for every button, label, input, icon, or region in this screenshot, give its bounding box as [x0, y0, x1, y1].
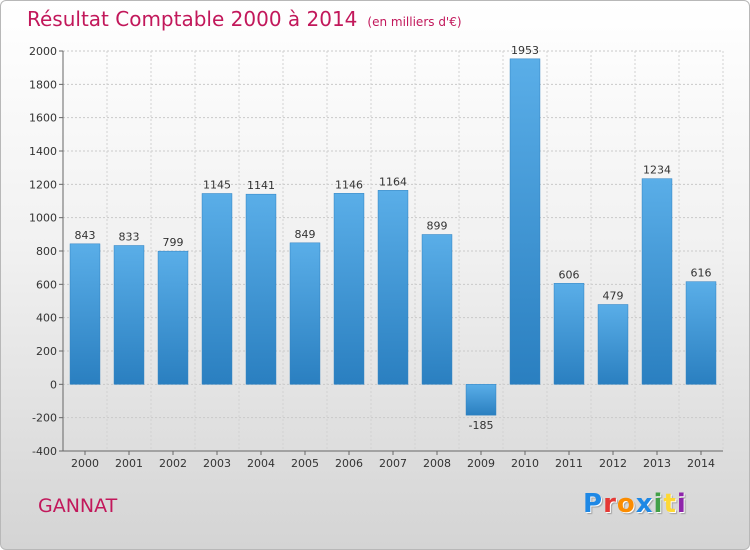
x-tick-label: 2012 — [599, 457, 627, 470]
chart-title: Résultat Comptable 2000 à 2014 — [27, 7, 358, 31]
bar-2000 — [69, 243, 101, 385]
bar-2001 — [113, 245, 145, 385]
x-tick-label: 2005 — [291, 457, 319, 470]
data-label: 1953 — [511, 44, 539, 57]
y-tick-label: 1600 — [29, 112, 57, 125]
proxiti-logo: Proxiti — [583, 489, 687, 519]
bar-2014 — [685, 281, 717, 385]
chart-title-area: Résultat Comptable 2000 à 2014 (en millie… — [27, 7, 462, 31]
bar-2007 — [377, 190, 409, 385]
x-tick-label: 2002 — [159, 457, 187, 470]
y-tick-label: 1200 — [29, 178, 57, 191]
data-label: 1145 — [203, 179, 231, 192]
logo-letter: i — [676, 489, 687, 519]
bar-2002 — [157, 250, 189, 385]
y-tick-label: 1400 — [29, 145, 57, 158]
y-tick-label: 1000 — [29, 212, 57, 225]
data-label: 1141 — [247, 179, 275, 192]
data-label: 1146 — [335, 178, 363, 191]
x-tick-label: 2000 — [71, 457, 99, 470]
bars — [69, 58, 717, 416]
data-label: 899 — [427, 220, 448, 233]
x-tick-label: 2008 — [423, 457, 451, 470]
bar-2011 — [553, 283, 585, 385]
y-tick-label: 1800 — [29, 78, 57, 91]
x-tick-label: 2011 — [555, 457, 583, 470]
logo-letter: r — [603, 489, 617, 519]
x-tick-label: 2003 — [203, 457, 231, 470]
logo-letter: o — [616, 489, 636, 519]
x-tick-label: 2004 — [247, 457, 275, 470]
y-tick-label: 2000 — [29, 45, 57, 58]
data-label: 833 — [119, 231, 140, 244]
y-tick-label: 200 — [36, 345, 57, 358]
x-tick-label: 2010 — [511, 457, 539, 470]
bar-2003 — [201, 193, 233, 385]
y-tick-label: 0 — [50, 378, 57, 391]
data-label: 1164 — [379, 175, 407, 188]
x-tick-label: 2007 — [379, 457, 407, 470]
data-label: -185 — [469, 419, 494, 432]
logo-letter: x — [635, 489, 654, 519]
x-tick-label: 2006 — [335, 457, 363, 470]
x-tick-label: 2001 — [115, 457, 143, 470]
bar-2005 — [289, 242, 321, 385]
data-label: 843 — [75, 229, 96, 242]
city-name: GANNAT — [38, 495, 118, 517]
y-tick-label: 400 — [36, 312, 57, 325]
data-label: 479 — [603, 290, 624, 303]
data-label: 849 — [295, 228, 316, 241]
x-tick-label: 2009 — [467, 457, 495, 470]
data-label: 799 — [163, 236, 184, 249]
data-label: 1234 — [643, 164, 671, 177]
bar-2012 — [597, 304, 629, 385]
axes: -400 -200 0 200 400 600 800 1000 1200 1400 1600 180… — [29, 45, 723, 458]
bar-2010 — [509, 58, 541, 385]
bar-2004 — [245, 193, 277, 385]
x-tick-label: 2014 — [687, 457, 715, 470]
logo-letter: i — [653, 489, 664, 519]
y-tick-label: 600 — [36, 278, 57, 291]
y-tick-label: 800 — [36, 245, 57, 258]
data-label: 616 — [691, 267, 712, 280]
data-label: 606 — [559, 268, 580, 281]
bar-2009 — [465, 384, 497, 416]
labels: 843 2000 833 2001 799 2002 1145 2003 1141 2004 849… — [71, 44, 715, 470]
bar-2008 — [421, 234, 453, 385]
chart-subtitle: (en milliers d'€) — [367, 15, 462, 29]
x-tick-label: 2013 — [643, 457, 671, 470]
logo-letter: t — [663, 489, 677, 519]
bar-2013 — [641, 178, 673, 385]
bar-2006 — [333, 193, 365, 385]
y-tick-label: -400 — [32, 445, 57, 458]
y-tick-label: -200 — [32, 412, 57, 425]
logo-letter: P — [583, 489, 604, 519]
